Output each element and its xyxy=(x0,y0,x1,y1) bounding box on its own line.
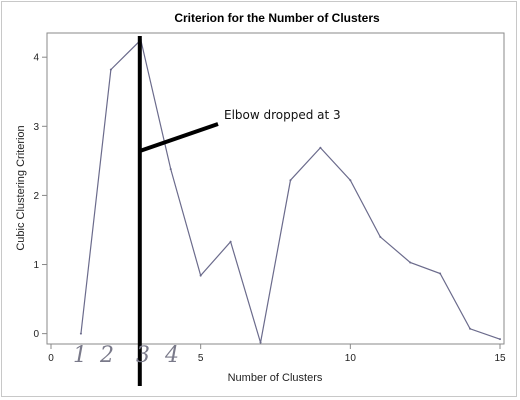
annotation-pointer xyxy=(139,122,219,153)
data-point xyxy=(79,332,82,335)
series-line xyxy=(80,38,501,343)
data-point xyxy=(259,341,262,344)
y-axis-label: Cubic Clustering Criterion xyxy=(15,125,27,250)
data-point xyxy=(229,240,232,243)
y-tick-label: 1 xyxy=(33,260,39,271)
data-point xyxy=(169,168,172,171)
data-point xyxy=(499,338,501,341)
data-point xyxy=(409,261,412,264)
handwritten-digit: 4 xyxy=(164,343,179,368)
data-point xyxy=(289,179,292,182)
x-tick-label: 0 xyxy=(48,353,54,364)
y-tick-label: 2 xyxy=(33,191,39,202)
data-point xyxy=(199,274,202,277)
series-points xyxy=(79,38,501,344)
chart-title: Criterion for the Number of Clusters xyxy=(174,11,380,25)
data-point xyxy=(109,68,112,71)
data-point xyxy=(469,327,472,330)
annotation-text: Elbow dropped at 3 xyxy=(224,108,341,122)
x-axis: 0 5 10 15 xyxy=(48,344,506,364)
y-tick-label: 0 xyxy=(33,329,39,340)
y-tick-label: 3 xyxy=(33,122,39,133)
data-point xyxy=(349,179,352,182)
data-point xyxy=(319,146,322,149)
y-tick-label: 4 xyxy=(33,53,39,64)
handwritten-digit: 3 xyxy=(136,343,150,368)
x-tick-label: 5 xyxy=(198,353,204,364)
x-tick-label: 15 xyxy=(494,353,506,364)
handwritten-digit: 1 xyxy=(73,343,87,368)
x-axis-label: Number of Clusters xyxy=(228,372,323,384)
data-point xyxy=(379,235,382,238)
data-point xyxy=(439,272,442,275)
plot-area xyxy=(46,32,505,345)
y-axis: 0 1 2 3 4 xyxy=(33,53,47,340)
x-tick-label: 10 xyxy=(345,353,357,364)
handwritten-digit: 2 xyxy=(99,343,114,368)
